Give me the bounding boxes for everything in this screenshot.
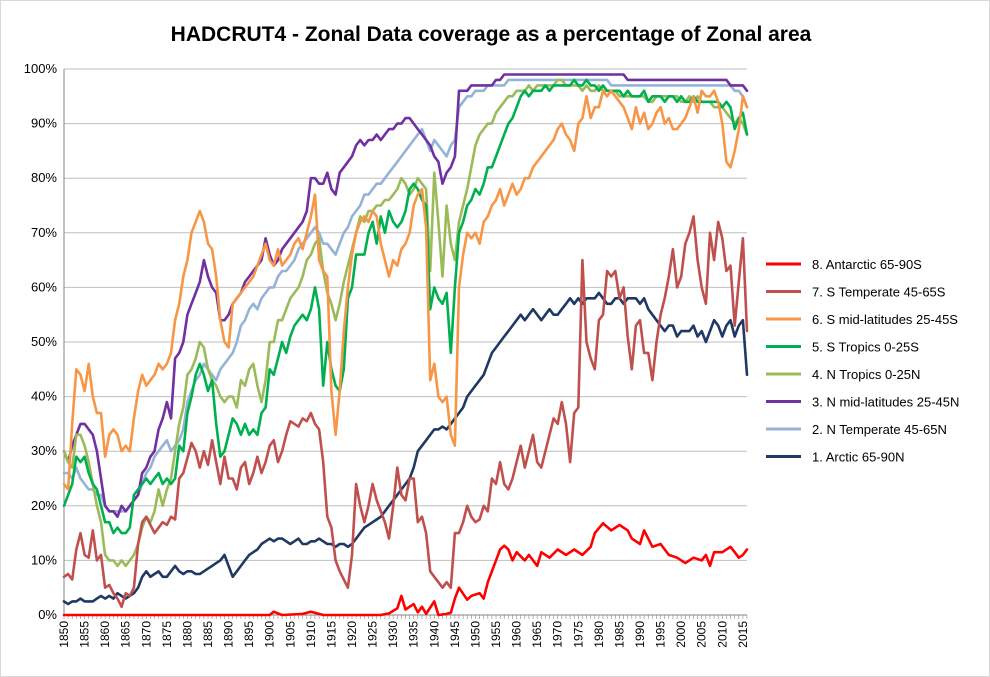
y-tick-label: 0% <box>38 607 57 622</box>
legend-label: 1. Arctic 65-90N <box>812 450 905 465</box>
x-tick-label: 1935 <box>407 621 421 648</box>
legend-label: 7. S Temperate 45-65S <box>812 285 946 300</box>
series-line <box>62 73 749 518</box>
y-tick-label: 30% <box>31 443 57 458</box>
legend-label: 2. N Temperate 45-65N <box>812 422 947 437</box>
x-tick-label: 1940 <box>427 621 441 648</box>
x-tick-label: 1870 <box>139 621 153 648</box>
x-tick-label: 1965 <box>530 621 544 648</box>
x-tick-label: 1880 <box>180 621 194 648</box>
x-tick-label: 1925 <box>366 621 380 648</box>
series-line <box>62 522 749 617</box>
y-tick-label: 90% <box>31 116 57 131</box>
chart-title: HADCRUT4 - Zonal Data coverage as a perc… <box>170 23 812 46</box>
x-tick-label: 2015 <box>736 621 750 648</box>
x-tick-label: 1950 <box>468 621 482 648</box>
x-tick-label: 1865 <box>119 621 133 648</box>
x-tick-label: 1955 <box>489 621 503 648</box>
y-tick-label: 80% <box>31 170 57 185</box>
x-tick-label: 1930 <box>386 621 400 648</box>
series-line <box>62 78 749 535</box>
series-line <box>62 78 749 513</box>
y-tick-label: 20% <box>31 498 57 513</box>
y-tick-label: 40% <box>31 389 57 404</box>
x-tick-label: 1850 <box>57 621 71 648</box>
x-tick-label: 1915 <box>324 621 338 648</box>
x-tick-label: 1900 <box>263 621 277 648</box>
y-tick-label: 100% <box>24 61 58 76</box>
legend-label: 8. Antarctic 65-90S <box>812 257 922 272</box>
x-tick-label: 1985 <box>612 621 626 648</box>
x-tick-label: 1905 <box>283 621 297 648</box>
legend-label: 5. S Tropics 0-25S <box>812 340 919 355</box>
y-tick-label: 50% <box>31 334 57 349</box>
x-tick-label: 1910 <box>304 621 318 648</box>
x-tick-label: 1920 <box>345 621 359 648</box>
x-tick-label: 1960 <box>510 621 524 648</box>
series-line <box>62 215 749 609</box>
x-tick-label: 2005 <box>695 621 709 648</box>
y-tick-label: 70% <box>31 225 57 240</box>
x-tick-label: 1970 <box>551 621 565 648</box>
x-tick-label: 1875 <box>160 621 174 648</box>
legend-label: 4. N Tropics 0-25N <box>812 367 920 382</box>
x-tick-label: 1895 <box>242 621 256 648</box>
legend-label: 3. N mid-latitudes 25-45N <box>812 395 959 410</box>
x-tick-label: 2010 <box>715 621 729 648</box>
x-tick-label: 1860 <box>98 621 112 648</box>
x-tick-label: 2000 <box>674 621 688 648</box>
series-line <box>62 291 749 606</box>
y-tick-label: 60% <box>31 279 57 294</box>
legend-label: 6. S mid-latitudes 25-45S <box>812 312 958 327</box>
y-tick-label: 10% <box>31 552 57 567</box>
x-tick-label: 1980 <box>592 621 606 648</box>
x-tick-label: 1975 <box>571 621 585 648</box>
x-tick-label: 1885 <box>201 621 215 648</box>
x-tick-label: 1990 <box>633 621 647 648</box>
x-tick-label: 1855 <box>78 621 92 648</box>
series-line <box>62 89 749 491</box>
x-tick-label: 1995 <box>654 621 668 648</box>
x-tick-label: 1945 <box>448 621 462 648</box>
x-tick-label: 1890 <box>222 621 236 648</box>
